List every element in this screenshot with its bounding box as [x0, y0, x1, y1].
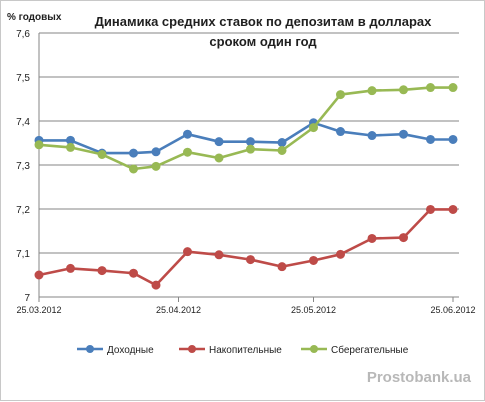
watermark: Prostobank.ua: [367, 369, 472, 386]
series-lines: [34, 83, 458, 290]
data-point: [336, 90, 345, 100]
y-tick-label: 7,6: [16, 29, 30, 40]
data-point: [151, 280, 161, 290]
data-point: [97, 266, 107, 276]
data-point: [309, 123, 318, 133]
data-point: [34, 270, 44, 280]
data-point: [183, 247, 192, 257]
data-point: [214, 153, 224, 163]
data-point: [277, 138, 287, 148]
data-point: [448, 83, 458, 93]
data-point: [66, 263, 75, 273]
data-point: [97, 149, 107, 159]
legend: Доходные Накопительные Сберегательные: [77, 344, 409, 356]
chart-title-line-2: сроком один год: [209, 34, 317, 49]
data-point: [183, 129, 192, 139]
x-tick-label: 25.04.2012: [156, 305, 201, 315]
legend-label: Накопительные: [209, 345, 282, 356]
y-axis-unit-label: % годовых: [7, 12, 62, 23]
data-point: [34, 140, 44, 150]
legend-swatch-marker: [86, 345, 94, 353]
data-point: [151, 147, 161, 157]
data-point: [66, 142, 75, 152]
data-point: [246, 144, 255, 154]
y-tick-label: 7,3: [16, 161, 30, 172]
data-point: [448, 204, 458, 214]
data-point: [426, 204, 435, 214]
data-point: [367, 86, 377, 96]
x-tick-label: 25.06.2012: [430, 305, 475, 315]
data-point: [246, 255, 255, 265]
axes: [38, 33, 459, 302]
data-point: [426, 134, 435, 144]
data-point: [246, 137, 255, 147]
legend-swatch-marker: [188, 345, 196, 353]
y-tick-label: 7,2: [16, 205, 30, 216]
data-point: [129, 148, 138, 158]
gridlines: [39, 32, 459, 254]
data-point: [399, 233, 408, 243]
data-point: [309, 255, 318, 265]
chart-title-line-1: Динамика средних ставок по депозитам в д…: [95, 14, 433, 29]
legend-label: Сберегательные: [331, 344, 409, 356]
data-point: [129, 268, 138, 278]
series-line-1: [39, 121, 453, 155]
x-tick-label: 25.03.2012: [16, 305, 61, 315]
x-tick-label: 25.05.2012: [291, 305, 336, 315]
data-point: [399, 129, 408, 139]
data-point: [151, 161, 161, 171]
data-point: [277, 262, 287, 272]
y-tick-label: 7: [24, 293, 30, 304]
legend-swatch-marker: [310, 345, 318, 353]
data-point: [214, 250, 224, 260]
y-tick-label: 7,1: [16, 249, 30, 260]
data-point: [277, 145, 287, 155]
data-point: [129, 164, 138, 174]
data-point: [336, 249, 345, 259]
chart-text: 7 7,1 7,2 7,3 7,4 7,5 7,6 25.03.2012 25.04.2012 2…: [7, 12, 476, 386]
data-point: [426, 83, 435, 93]
legend-label: Доходные: [107, 345, 154, 356]
data-point: [336, 127, 345, 137]
data-point: [367, 131, 377, 141]
y-tick-label: 7,5: [16, 73, 30, 84]
data-point: [367, 233, 377, 243]
data-point: [448, 134, 458, 144]
data-point: [214, 137, 224, 147]
y-tick-label: 7,4: [16, 117, 30, 128]
data-point: [183, 147, 192, 157]
data-point: [399, 85, 408, 95]
